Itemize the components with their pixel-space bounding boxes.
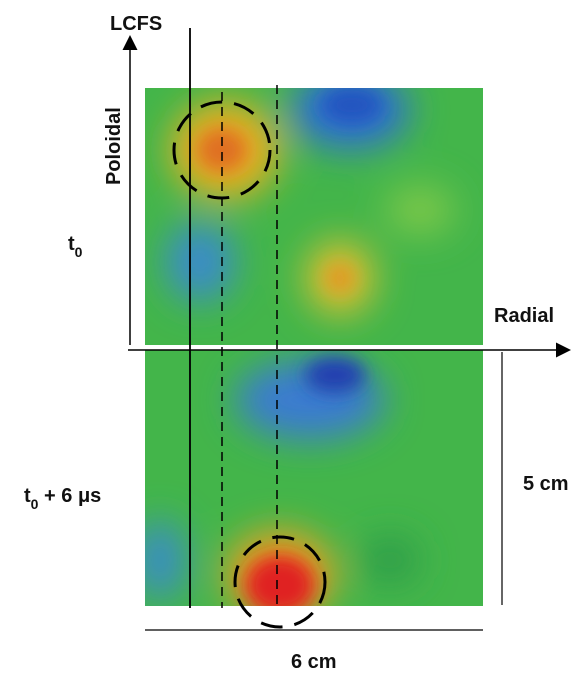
time-suffix: + 6 μs xyxy=(38,485,101,507)
height-scale-label: 5 cm xyxy=(523,473,569,495)
lcfs-label: LCFS xyxy=(110,13,162,35)
radial-label: Radial xyxy=(494,305,554,327)
poloidal-label: Poloidal xyxy=(103,107,125,185)
time-symbol: t xyxy=(24,485,31,507)
dashed-circle xyxy=(172,100,272,200)
bottom-map xyxy=(145,350,483,606)
time-subscript: 0 xyxy=(75,244,83,260)
time-subscript: 0 xyxy=(31,496,39,512)
bottom-time-label: t0 + 6 μs xyxy=(24,485,101,512)
top-map xyxy=(145,88,483,345)
top-time-label: t0 xyxy=(68,233,83,260)
width-scale-label: 6 cm xyxy=(291,651,337,673)
dashed-circle xyxy=(233,535,327,629)
time-symbol: t xyxy=(68,233,75,255)
